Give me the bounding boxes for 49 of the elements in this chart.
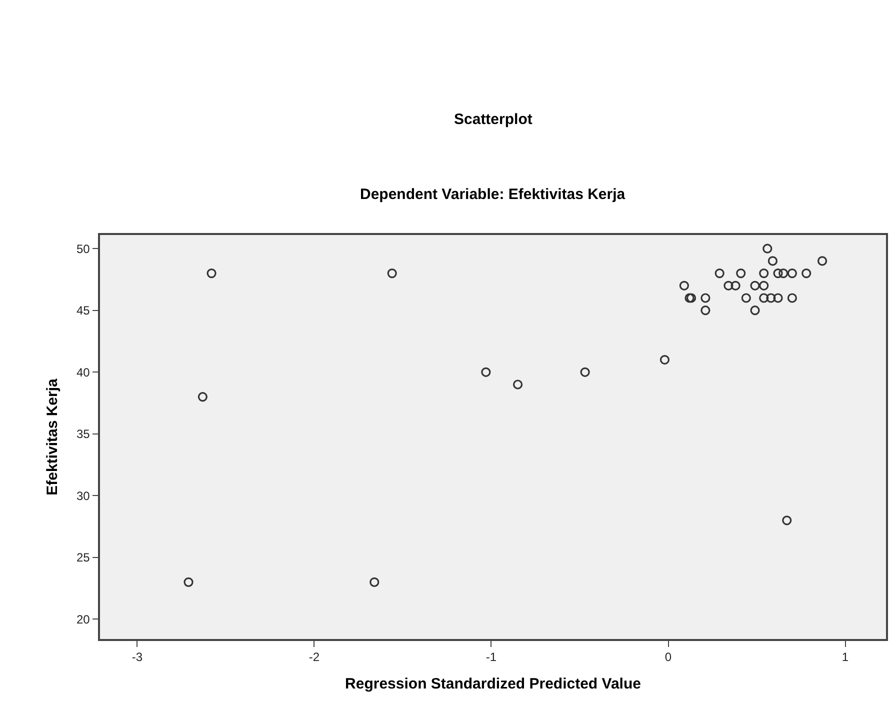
- y-tick-label: 45: [76, 304, 90, 318]
- chart-subtitle: Dependent Variable: Efektivitas Kerja: [360, 186, 626, 203]
- y-tick-label: 50: [76, 242, 90, 256]
- point: [736, 268, 746, 278]
- point: [387, 268, 397, 278]
- point: [817, 256, 828, 266]
- y-tick-label: 30: [76, 488, 90, 503]
- y-tick-label: 40: [76, 365, 90, 380]
- point: [750, 280, 760, 290]
- point: [802, 268, 812, 278]
- point: [198, 392, 208, 402]
- x-axis-title: Regression Standardized Predicted Value: [345, 676, 641, 693]
- point: [184, 577, 194, 587]
- point: [766, 293, 776, 303]
- point: [759, 268, 769, 278]
- point: [787, 268, 797, 278]
- point: [206, 268, 216, 278]
- x-tick-label: -1: [486, 650, 497, 664]
- y-tick-label: 35: [76, 427, 90, 442]
- point: [773, 268, 783, 278]
- point: [580, 367, 590, 377]
- point: [679, 280, 689, 290]
- x-tick-label: 1: [842, 650, 849, 664]
- chart-title: Scatterplot: [454, 111, 532, 128]
- point: [773, 293, 783, 303]
- point: [481, 367, 491, 377]
- y-tick-label: 25: [76, 550, 90, 565]
- point: [759, 280, 769, 290]
- x-tick-label: -3: [132, 650, 143, 664]
- y-tick-label: 20: [76, 612, 90, 626]
- point: [700, 306, 710, 316]
- point: [759, 293, 769, 303]
- point: [700, 293, 710, 303]
- point: [762, 244, 772, 254]
- point: [778, 268, 788, 278]
- x-tick-label: -2: [308, 650, 320, 664]
- point: [750, 306, 760, 316]
- point: [782, 516, 792, 526]
- point: [730, 280, 740, 290]
- y-axis-title: Efektivitas Kerja: [44, 378, 62, 496]
- point: [512, 380, 523, 390]
- x-tick-label: 0: [664, 650, 672, 664]
- point: [660, 354, 670, 365]
- point: [714, 268, 724, 278]
- point: [741, 293, 751, 303]
- point: [370, 577, 380, 587]
- point: [724, 280, 734, 290]
- point: [768, 256, 778, 266]
- point: [787, 293, 797, 303]
